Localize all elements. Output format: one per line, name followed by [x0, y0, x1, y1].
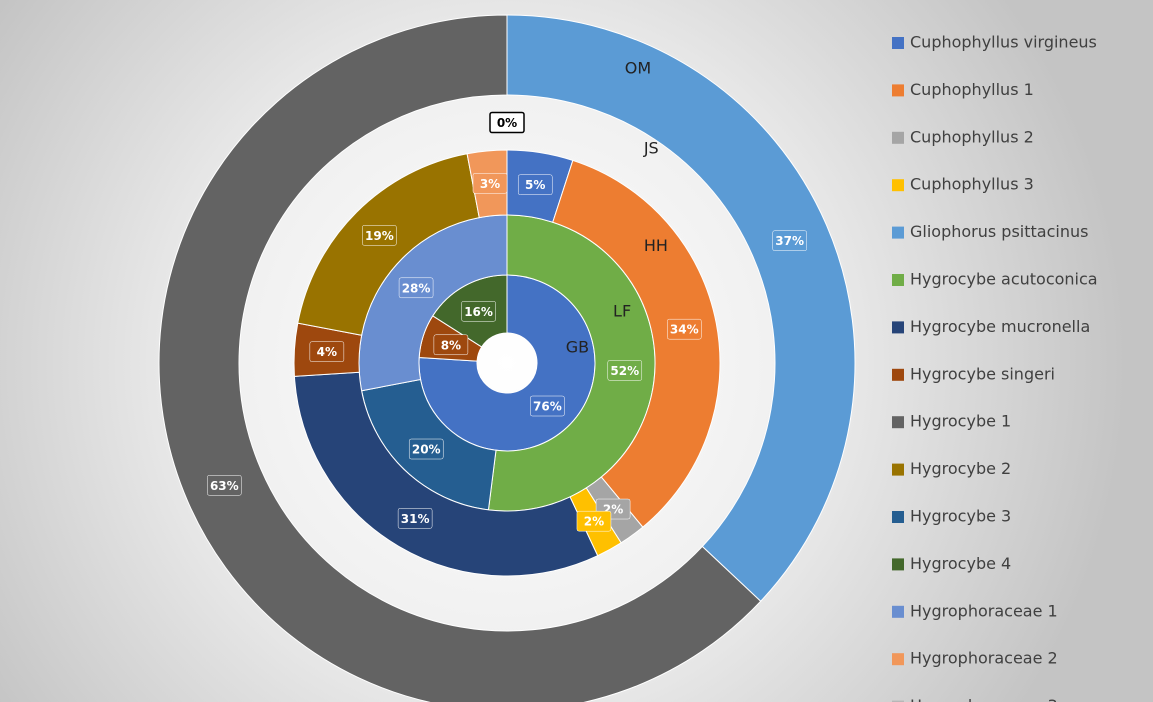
data-label-box — [472, 173, 508, 194]
ring-label: OM — [625, 58, 651, 77]
legend-swatch — [892, 37, 904, 49]
legend-label: Hygrocybe 1 — [910, 412, 1011, 431]
legend-swatch — [892, 605, 904, 618]
data-label-box — [530, 395, 565, 417]
legend-swatch — [892, 653, 904, 666]
legend-swatch — [892, 179, 904, 192]
legend-swatch — [892, 558, 904, 571]
data-label: 37% — [775, 234, 804, 248]
legend-label: Hygrophoraceae 1 — [910, 601, 1058, 620]
data-label: 76% — [533, 400, 562, 414]
legend-swatch — [892, 226, 904, 239]
data-label: 34% — [670, 323, 699, 337]
ring-label: GB — [566, 338, 589, 357]
legend-label: Hygrocybe mucronella — [910, 317, 1090, 336]
legend-swatch — [892, 131, 904, 144]
data-label-box — [667, 318, 702, 340]
data-label-box — [576, 510, 612, 532]
donut-segment — [506, 14, 856, 602]
ring-label: LF — [613, 301, 631, 320]
donut-segment — [552, 159, 721, 528]
data-label: 20% — [412, 443, 441, 457]
ring-label: JS — [643, 139, 659, 158]
legend-label: Gliophorus psittacinus — [910, 222, 1088, 241]
legend-label: Hygrocybe 3 — [910, 507, 1011, 526]
legend-swatch — [892, 511, 904, 523]
data-label-box — [408, 438, 444, 460]
donut-segment — [293, 371, 599, 577]
data-label: 5% — [525, 178, 545, 192]
legend-swatch — [892, 368, 904, 381]
data-label: 19% — [365, 229, 394, 243]
legend-swatch — [892, 321, 904, 334]
data-label-box — [461, 301, 496, 322]
legend-swatch — [892, 274, 904, 286]
legend-label: Hygrocybe 2 — [910, 459, 1011, 478]
data-label-box — [772, 230, 807, 251]
donut-segment — [158, 14, 762, 702]
data-label: 8% — [441, 338, 461, 352]
data-label-box — [607, 360, 643, 381]
legend-label: Cuphophyllus virgineus — [910, 33, 1097, 52]
data-label: 3% — [480, 177, 500, 191]
data-label-box — [517, 174, 553, 195]
data-label: 16% — [464, 305, 493, 319]
data-label: 0% — [497, 116, 517, 130]
ring-label: HH — [644, 236, 668, 255]
legend-label: Hygrophoraceae 2 — [910, 649, 1058, 668]
data-label: 28% — [402, 281, 431, 295]
data-label-box — [362, 225, 397, 246]
legend-label: Cuphophyllus 1 — [910, 80, 1034, 99]
data-label: 2% — [584, 515, 604, 529]
legend-label: Hygrocybe 4 — [910, 554, 1011, 573]
data-label-box — [207, 475, 242, 496]
data-label-box — [309, 341, 345, 362]
legend-swatch — [892, 416, 904, 429]
legend-label: Hygrophoraceae 3 — [910, 696, 1058, 702]
legend-label: Cuphophyllus 3 — [910, 175, 1034, 194]
legend-label: Hygrocybe singeri — [910, 364, 1055, 383]
data-label-box — [433, 334, 469, 356]
data-label-box — [397, 508, 433, 529]
data-label: 63% — [210, 479, 239, 493]
data-label-box — [489, 111, 525, 134]
legend-swatch — [892, 700, 904, 702]
legend-label: Cuphophyllus 2 — [910, 127, 1034, 146]
data-label: 31% — [401, 512, 430, 526]
data-label-box — [398, 277, 434, 299]
legend-label: Hygrocybe acutoconica — [910, 270, 1098, 289]
data-label: 4% — [317, 345, 337, 359]
data-label: 52% — [610, 364, 639, 378]
legend-swatch — [892, 463, 904, 476]
legend-swatch — [892, 84, 904, 97]
